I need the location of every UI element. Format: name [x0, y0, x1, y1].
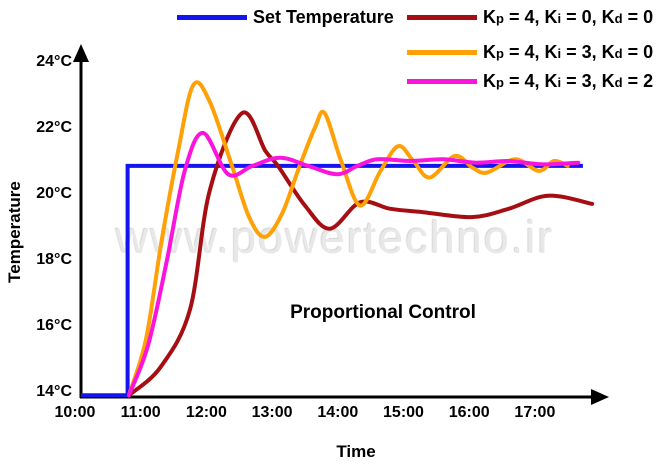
x-axis-arrow-icon [591, 389, 609, 405]
x-tick-label: 11:00 [120, 404, 161, 421]
x-tick-label: 13:00 [251, 404, 293, 421]
chart-title: Proportional Control [290, 302, 476, 323]
x-tick-label: 14:00 [317, 404, 359, 421]
y-tick-label: 14°C [36, 383, 72, 400]
legend-swatch-kp4-ki3-kd0 [407, 50, 477, 55]
watermark-text: www.powertechno.ir [115, 212, 555, 263]
x-tick-label: 12:00 [185, 404, 227, 421]
legend-label-set-temperature: Set Temperature [253, 7, 394, 27]
y-tick-label: 24°C [36, 53, 72, 70]
x-axis-title: Time [336, 442, 376, 461]
legend-label-kp4-ki3-kd0: Kp = 4, Ki = 3, Kd = 0 [483, 42, 654, 62]
legend-swatch-set-temperature [177, 15, 247, 20]
y-tick-label: 16°C [36, 317, 72, 334]
y-tick-label: 18°C [36, 251, 72, 268]
legend-label-kp4-ki0-kd0: Kp = 4, Ki = 0, Kd = 0 [483, 7, 654, 27]
x-tick-label: 16:00 [448, 404, 490, 421]
curve-kp4-ki3-kd0 [126, 80, 570, 398]
x-tick-label: 17:00 [514, 404, 556, 421]
legend-swatch-kp4-ki0-kd0 [407, 15, 477, 20]
y-axis-arrow-icon [73, 44, 89, 62]
curve-kp4-ki0-kd0 [126, 110, 595, 398]
x-tick-label: 15:00 [383, 404, 424, 421]
x-tick-label: 10:00 [54, 404, 96, 421]
legend-label-kp4-ki3-kd2: Kp = 4, Ki = 3, Kd = 2 [483, 71, 654, 91]
y-tick-label: 20°C [36, 185, 72, 202]
axes [73, 44, 609, 405]
curves-group [80, 80, 595, 398]
y-axis-title: Temperature [5, 181, 24, 283]
y-tick-label: 22°C [36, 119, 72, 136]
curve-kp4-ki3-kd2 [126, 130, 581, 398]
legend-swatch-kp4-ki3-kd2 [407, 79, 477, 84]
